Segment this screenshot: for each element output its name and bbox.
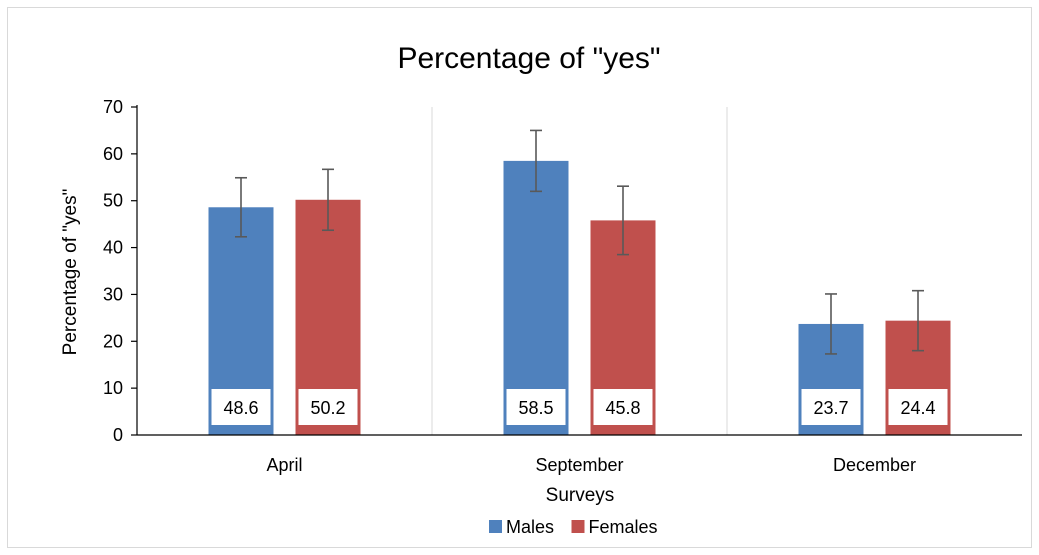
legend-label-females: Females xyxy=(589,517,658,537)
chart-title: Percentage of "yes" xyxy=(397,42,660,75)
y-tick-label: 10 xyxy=(103,378,123,398)
x-tick-label: April xyxy=(266,455,302,475)
data-label: 24.4 xyxy=(900,398,935,418)
data-label: 58.5 xyxy=(518,398,553,418)
legend-swatch-males xyxy=(489,520,502,533)
legend-swatch-females xyxy=(571,520,585,533)
data-label-box xyxy=(298,389,358,425)
legend-label-males: Males xyxy=(506,517,554,537)
data-label-box xyxy=(211,389,271,425)
y-tick-label: 50 xyxy=(103,191,123,211)
plot-area: 0 10 20 30 40 50 60 70 48.6 50.2 April 58.5 45.8 Sept… xyxy=(103,97,1022,475)
x-tick-label: September xyxy=(535,455,623,475)
data-label: 50.2 xyxy=(310,398,345,418)
data-label-box xyxy=(506,389,566,425)
legend: Males Females xyxy=(489,517,658,537)
data-label: 23.7 xyxy=(813,398,848,418)
data-label-box xyxy=(801,389,861,425)
y-tick-label: 60 xyxy=(103,144,123,164)
y-tick-label: 30 xyxy=(103,284,123,304)
x-tick-label: December xyxy=(833,455,916,475)
y-axis-title: Percentage of "yes" xyxy=(60,189,81,356)
y-tick-label: 0 xyxy=(113,425,123,445)
data-label: 48.6 xyxy=(223,398,258,418)
data-label: 45.8 xyxy=(605,398,640,418)
y-tick-label: 40 xyxy=(103,238,123,258)
y-tick-label: 20 xyxy=(103,331,123,351)
x-axis-title: Surveys xyxy=(546,485,615,506)
y-tick-label: 70 xyxy=(103,97,123,117)
data-label-box xyxy=(593,389,653,425)
data-label-box xyxy=(888,389,948,425)
